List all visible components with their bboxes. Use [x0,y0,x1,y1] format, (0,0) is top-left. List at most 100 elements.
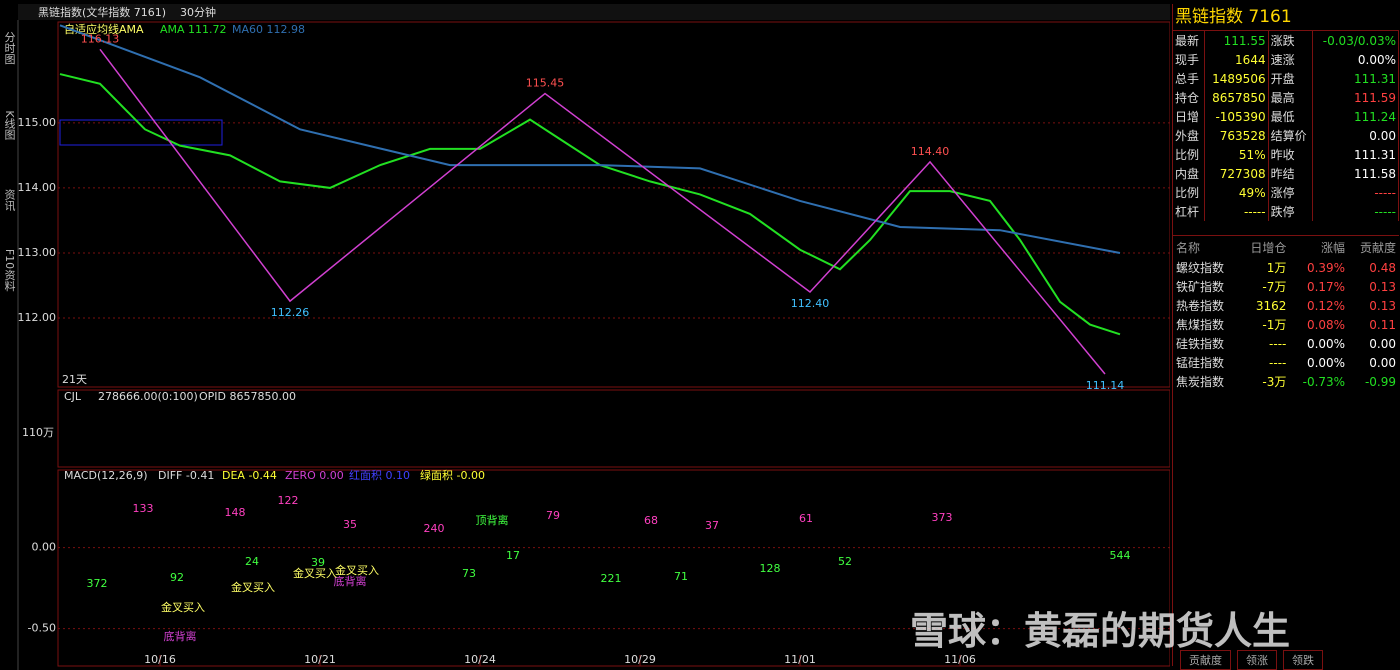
pivot-label: 114.40 [911,145,950,158]
watermark: 雪球：黄磊的期货人生 [910,609,1291,653]
macd-annotation: 544 [1110,549,1131,562]
quote-value: ----- [1204,202,1269,221]
quote-row: 比例 51% 昨收 111.31 [1173,145,1399,164]
quote-value: 111.31 [1312,145,1399,164]
sector-cell: 0.17% [1306,279,1346,294]
quote-value: ----- [1312,183,1399,202]
macd-header: ZERO 0.00 [285,469,344,482]
quote-row: 日增 -105390 最低 111.24 [1173,107,1399,126]
macd-annotation: 顶背离 [476,513,509,527]
quote-value: 727308 [1204,164,1269,183]
sector-cell: 热卷指数 [1176,299,1225,313]
macd-annotation: 73 [462,567,476,580]
sector-row: 热卷指数 3162 0.12% 0.13 [1173,296,1399,315]
macd-annotation: 79 [546,509,560,522]
side-panel: 黑链指数 7161 最新 111.55 涨跌 -0.03/0.03% 现手 1644 速涨 0… [1172,4,1399,666]
quote-row: 外盘 763528 结算价 0.00 [1173,126,1399,145]
quote-label: 最新 [1173,31,1205,50]
quote-label: 比例 [1173,183,1205,202]
macd-annotation: 24 [245,555,259,568]
quote-label: 涨停 [1268,183,1314,202]
quote-value: ----- [1312,202,1399,221]
sector-cell: 铁矿指数 [1176,280,1225,294]
sector-header: 名称 日增仓 涨幅 贡献度 [1173,236,1399,259]
sector-cell: -3万 [1262,375,1287,389]
sector-cell: -0.73% [1302,374,1346,389]
pivot-label: 116.13 [81,32,120,45]
volume-header: CJL [64,390,82,403]
quote-label: 日增 [1173,107,1205,126]
macd-annotation: 52 [838,555,852,568]
macd-annotation: 35 [343,518,357,531]
x-tick-label: 10/16 [144,653,176,666]
quote-label: 跌停 [1268,202,1314,221]
macd-header: DIFF -0.41 [158,469,214,482]
sector-row: 螺纹指数 1万 0.39% 0.48 [1173,258,1399,277]
quote-value: 111.55 [1204,31,1269,50]
quote-value: 51% [1204,145,1269,164]
quote-value: 0.00% [1312,50,1399,69]
macd-header: MACD(12,26,9) [64,469,148,482]
quote-table: 最新 111.55 涨跌 -0.03/0.03% 现手 1644 速涨 0.00% 总手 1489… [1173,31,1399,221]
sector-row: 焦炭指数 -3万 -0.73% -0.99 [1173,372,1399,391]
price-frame [57,21,1170,388]
quote-row: 比例 49% 涨停 ----- [1173,183,1399,202]
macd-annotation: 373 [932,511,953,524]
y-tick-label: 114.00 [18,181,57,194]
sector-cell: 3162 [1255,298,1287,313]
indicator-name: 自适应均线AMA [64,22,144,36]
macd-header: DEA -0.44 [222,469,277,482]
x-tick-label: 10/24 [464,653,496,666]
quote-label: 现手 [1173,50,1205,69]
sector-row: 锰硅指数 ---- 0.00% 0.00 [1173,353,1399,372]
quote-value: 49% [1204,183,1269,202]
sector-cell: 0.00% [1306,355,1346,370]
sector-cell: 焦煤指数 [1176,318,1225,332]
quote-label: 总手 [1173,69,1205,88]
macd-annotation: 372 [87,577,108,590]
header-bar [18,4,1170,20]
quote-value: -0.03/0.03% [1312,31,1399,50]
quote-label: 速涨 [1268,50,1314,69]
macd-annotation: 133 [133,502,154,515]
macd-annotation: 底背离 [334,574,367,588]
macd-header: 绿面积 -0.00 [420,468,485,482]
volume-frame [57,389,1170,468]
volume-value: 278666.00(0:100) [98,390,198,403]
x-tick-label: 11/06 [944,653,976,666]
macd-frame [57,469,1170,667]
period-selector[interactable]: 30分钟 [180,5,216,19]
volume-tick-label: 110万 [22,426,54,439]
sector-cell: 锰硅指数 [1176,356,1225,370]
pivot-label: 112.40 [791,297,830,310]
sector-cell: -0.99 [1364,374,1396,389]
line-series [59,24,1121,254]
macd-annotation: 61 [799,512,813,525]
sector-cell: 0.00% [1306,336,1346,351]
quote-label: 最低 [1268,107,1314,126]
quote-value: 111.58 [1312,164,1399,183]
sector-cell: 0.39% [1306,260,1346,275]
macd-annotation: 金叉买入 [293,566,337,580]
x-tick-label: 10/29 [624,653,656,666]
toolbar-item[interactable]: F10资料 [3,249,16,292]
pivot-label: 111.14 [1086,379,1125,392]
sector-cell: 0.00 [1369,355,1396,370]
sector-cell: 0.00 [1369,336,1396,351]
sector-cell: 0.13 [1369,279,1396,294]
sector-cell: 0.48 [1369,260,1396,275]
sector-header-cell: 名称 [1176,240,1201,255]
sector-cell: 0.12% [1306,298,1346,313]
toolbar-item[interactable]: 资讯 [3,189,16,212]
sector-row: 焦煤指数 -1万 0.08% 0.11 [1173,315,1399,334]
quote-row: 现手 1644 速涨 0.00% [1173,50,1399,69]
macd-annotation: 221 [601,572,622,585]
toolbar-item[interactable]: K线图 [3,110,16,140]
macd-annotation: 240 [424,522,445,535]
sector-row: 硅铁指数 ---- 0.00% 0.00 [1173,334,1399,353]
sector-cell: 0.11 [1369,317,1396,332]
toolbar-item[interactable]: 分时图 [3,31,16,65]
x-tick-label: 10/21 [304,653,336,666]
macd-header: 红面积 0.10 [349,469,410,482]
quote-label: 涨跌 [1268,31,1314,50]
